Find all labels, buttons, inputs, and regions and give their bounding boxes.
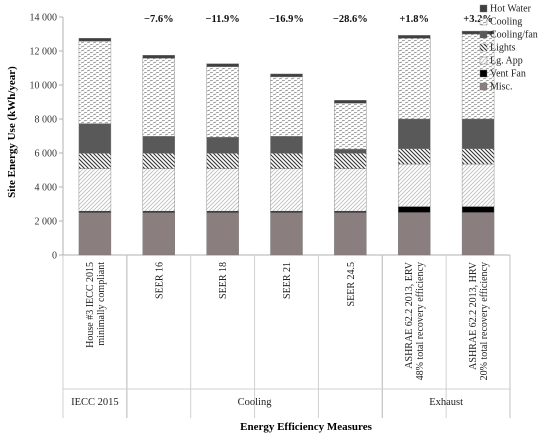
bar-segment-vent [270,210,303,213]
bar-segment-hotwater [206,63,239,67]
y-tick-label: 10 000 [30,81,58,92]
y-tick-label: 2 000 [35,217,58,228]
bar-segment-coolfan [461,118,495,149]
bar-segment-lgapp [78,168,112,212]
legend-label: Lg. App [490,56,523,67]
y-tick-label: 12 000 [30,47,58,58]
bar-segment-hotwater [142,55,175,59]
y-tick-label: 0 [52,251,57,262]
bar-segment-lights [461,148,495,165]
bar-segment-hotwater [334,100,367,104]
group-label: Exhaust [429,397,463,408]
category-label: House #3 IECC 2015 [85,262,96,348]
percent-annotations: −7.6% −11.9% −16.9% −28.6% +1.8% +3.2% [144,14,493,25]
category-label: ASHRAE 62.2 2013, ERV [404,261,415,368]
bar-segment-hotwater [270,73,303,78]
legend-label: Cooling [490,17,522,28]
percent-change-label: −11.9% [206,14,240,25]
percent-change-label: −28.6% [333,14,368,25]
bar-segment-coolfan [398,118,431,149]
bar-segment-hotwater [398,35,431,39]
y-tick-label: 6 000 [35,149,58,160]
bar-segment-vent [142,210,175,213]
bar-segment-misc [78,212,112,256]
legend-label: Vent Fan [490,69,526,80]
bar-segment-lights [206,153,239,169]
bar-segment-vent [461,206,495,213]
bar-segment-lgapp [206,168,239,212]
legend-swatch-vent [479,69,488,78]
bar-segment-lights [398,148,431,165]
bar-segment-lgapp [398,163,431,207]
bar-segment-lights [142,153,175,169]
bar-segment-cooling [398,38,431,120]
legend: Hot Water Cooling Cooling/fan Lights Lg. App… [479,4,538,93]
category-label: 48% total recovery efficiency [415,262,426,380]
category-label: SEER 24.5 [346,262,357,306]
percent-change-label: −16.9% [269,14,304,25]
legend-swatch-lights [479,43,488,52]
bar-segment-misc [270,212,303,256]
bar-stacks [78,30,495,256]
percent-change-label: +3.2% [463,14,493,25]
group-labels: IECC 2015 Cooling Exhaust [71,397,463,408]
legend-swatch-cooling [479,17,488,26]
category-label: SEER 18 [218,262,229,299]
bar-segment-cooling [461,33,495,120]
legend-swatch-hotwater [479,4,488,13]
bar-segment-coolfan [334,148,367,154]
category-label: 20% total recovery efficiency [479,262,490,380]
bar-segment-hotwater [461,30,495,35]
y-tick-label: 14 000 [30,13,58,24]
y-tick-label: 8 000 [35,115,58,126]
bar-segment-coolfan [142,136,175,154]
category-label: SEER 16 [154,262,165,299]
bar-segment-coolfan [78,123,112,154]
bar-segment-vent [206,210,239,213]
bar-segment-lgapp [334,168,367,212]
legend-label: Hot Water [490,4,532,15]
percent-change-label: −7.6% [144,14,174,25]
legend-label: Lights [490,43,516,54]
category-label: minimally compliant [96,262,107,346]
chart-axes: 0 2 000 4 000 6 000 8 000 10 000 12 000 14 000 [30,13,511,418]
category-label: SEER 21 [282,262,293,299]
bar-segment-misc [142,212,175,256]
bar-segment-lgapp [142,168,175,212]
category-labels: House #3 IECC 2015 minimally compliant SEE… [85,261,490,380]
bar-segment-lights [270,153,303,169]
bar-segment-cooling [334,102,367,150]
bar-segment-lgapp [461,163,495,207]
y-tick-label: 4 000 [35,183,58,194]
legend-swatch-lgapp [479,56,488,65]
bar-segment-coolfan [270,136,303,154]
legend-swatch-misc [479,82,488,91]
bar-segment-cooling [142,57,175,137]
bar-segment-misc [461,212,495,256]
bar-segment-lights [334,153,367,169]
legend-label: Cooling/fan [490,30,538,41]
bar-segment-vent [334,210,367,213]
legend-label: Misc. [490,82,513,93]
bar-segment-misc [334,212,367,256]
bar-segment-cooling [78,40,112,124]
bar-segment-cooling [206,66,239,138]
bar-segment-lgapp [270,168,303,212]
bar-segment-misc [206,212,239,256]
bar-segment-cooling [270,76,303,137]
group-label: IECC 2015 [71,397,119,408]
group-label: Cooling [238,397,273,408]
bar-segment-coolfan [206,136,239,154]
percent-change-label: +1.8% [399,14,429,25]
x-axis-title: Energy Efficiency Measures [240,421,372,433]
bar-segment-misc [398,212,431,256]
legend-swatch-coolfan [479,30,488,39]
bar-segment-lights [78,153,112,169]
bar-segment-vent [398,206,431,213]
category-label: ASHRAE 62.2 2013, HRV [468,261,479,370]
y-axis-title: Site Energy Use (kWh/year) [6,66,18,198]
bar-segment-hotwater [78,38,112,42]
bar-segment-vent [78,210,112,213]
